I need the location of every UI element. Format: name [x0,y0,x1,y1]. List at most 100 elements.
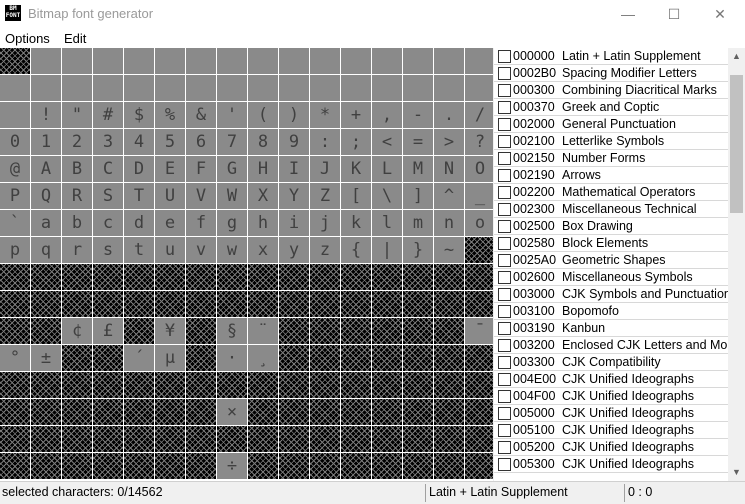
glyph-cell[interactable]: % [155,102,185,128]
glyph-cell[interactable]: . [434,102,464,128]
range-checkbox[interactable] [498,390,511,403]
glyph-cell[interactable]: < [372,129,402,155]
glyph-cell[interactable]: C [93,156,123,182]
range-checkbox[interactable] [498,50,511,63]
glyph-cell[interactable] [341,399,371,425]
range-row[interactable]: 000300 Combining Diacritical Marks [494,82,728,99]
glyph-cell[interactable] [279,345,309,371]
glyph-cell[interactable] [124,264,154,290]
range-checkbox[interactable] [498,101,511,114]
range-checkbox[interactable] [498,271,511,284]
glyph-cell[interactable]: V [186,183,216,209]
glyph-cell[interactable]: * [310,102,340,128]
vertical-scrollbar[interactable]: ▲ ▼ [728,48,745,481]
glyph-cell[interactable] [279,372,309,398]
glyph-cell[interactable]: e [155,210,185,236]
glyph-cell[interactable]: 6 [186,129,216,155]
glyph-cell[interactable] [186,48,216,74]
glyph-cell[interactable] [248,399,278,425]
glyph-cell[interactable] [279,75,309,101]
glyph-cell[interactable] [310,75,340,101]
glyph-cell[interactable] [434,291,464,317]
glyph-cell[interactable] [155,48,185,74]
glyph-cell[interactable] [310,291,340,317]
glyph-cell[interactable] [124,426,154,452]
range-row[interactable]: 002190 Arrows [494,167,728,184]
glyph-cell[interactable] [62,345,92,371]
range-checkbox[interactable] [498,118,511,131]
glyph-cell[interactable]: m [403,210,433,236]
glyph-cell[interactable] [217,48,247,74]
glyph-cell[interactable] [372,372,402,398]
glyph-cell[interactable] [186,453,216,479]
glyph-cell[interactable] [310,372,340,398]
glyph-cell[interactable] [0,102,30,128]
glyph-cell[interactable]: ¯ [465,318,493,344]
glyph-cell[interactable] [186,264,216,290]
glyph-cell[interactable]: 7 [217,129,247,155]
glyph-cell[interactable]: 5 [155,129,185,155]
range-row[interactable]: 002200 Mathematical Operators [494,184,728,201]
range-row[interactable]: 000370 Greek and Coptic [494,99,728,116]
range-checkbox[interactable] [498,322,511,335]
glyph-cell[interactable]: 1 [31,129,61,155]
range-checkbox[interactable] [498,288,511,301]
glyph-cell[interactable] [124,318,154,344]
range-checkbox[interactable] [498,441,511,454]
glyph-cell[interactable]: ± [31,345,61,371]
glyph-cell[interactable] [93,48,123,74]
glyph-cell[interactable] [0,399,30,425]
glyph-cell[interactable] [62,75,92,101]
glyph-cell[interactable] [372,48,402,74]
glyph-cell[interactable] [62,399,92,425]
glyph-cell[interactable]: $ [124,102,154,128]
glyph-cell[interactable]: / [465,102,493,128]
glyph-cell[interactable] [31,318,61,344]
glyph-cell[interactable] [465,372,493,398]
glyph-cell[interactable] [124,75,154,101]
scroll-up-icon[interactable]: ▲ [732,51,741,61]
glyph-cell[interactable] [155,291,185,317]
range-row[interactable]: 002500 Box Drawing [494,218,728,235]
glyph-cell[interactable] [124,399,154,425]
glyph-cell[interactable] [341,318,371,344]
glyph-cell[interactable] [403,318,433,344]
glyph-cell[interactable] [372,345,402,371]
glyph-cell[interactable] [434,453,464,479]
glyph-cell[interactable] [248,75,278,101]
glyph-cell[interactable]: H [248,156,278,182]
glyph-cell[interactable]: ¢ [62,318,92,344]
menu-edit[interactable]: Edit [64,31,87,46]
glyph-cell[interactable] [217,291,247,317]
character-grid[interactable]: ! " # $% & '() * +, -./ 0 1 2 3 4 5 6 7 8 9:; < = >? @ A B C D E F G H… [0,48,493,481]
glyph-cell[interactable] [372,318,402,344]
glyph-cell[interactable]: b [62,210,92,236]
glyph-cell[interactable]: " [62,102,92,128]
glyph-cell[interactable]: l [372,210,402,236]
glyph-cell[interactable] [155,75,185,101]
range-row[interactable]: 003200 Enclosed CJK Letters and Months [494,337,728,354]
glyph-cell[interactable] [403,75,433,101]
glyph-cell[interactable] [217,75,247,101]
glyph-cell[interactable]: a [31,210,61,236]
range-checkbox[interactable] [498,220,511,233]
glyph-cell[interactable]: j [310,210,340,236]
range-row[interactable]: 002100 Letterlike Symbols [494,133,728,150]
scrollbar-thumb[interactable] [730,75,743,213]
glyph-cell[interactable]: @ [0,156,30,182]
glyph-cell[interactable]: t [124,237,154,263]
glyph-cell[interactable]: 0 [0,129,30,155]
glyph-cell[interactable]: v [186,237,216,263]
glyph-cell[interactable]: I [279,156,309,182]
menu-options[interactable]: Options [5,31,50,46]
glyph-cell[interactable] [434,264,464,290]
glyph-cell[interactable] [372,264,402,290]
glyph-cell[interactable] [248,48,278,74]
scroll-down-icon[interactable]: ▼ [732,467,741,477]
glyph-cell[interactable]: E [155,156,185,182]
glyph-cell[interactable] [465,399,493,425]
glyph-cell[interactable]: ] [403,183,433,209]
glyph-cell[interactable]: [ [341,183,371,209]
range-checkbox[interactable] [498,339,511,352]
glyph-cell[interactable] [310,345,340,371]
